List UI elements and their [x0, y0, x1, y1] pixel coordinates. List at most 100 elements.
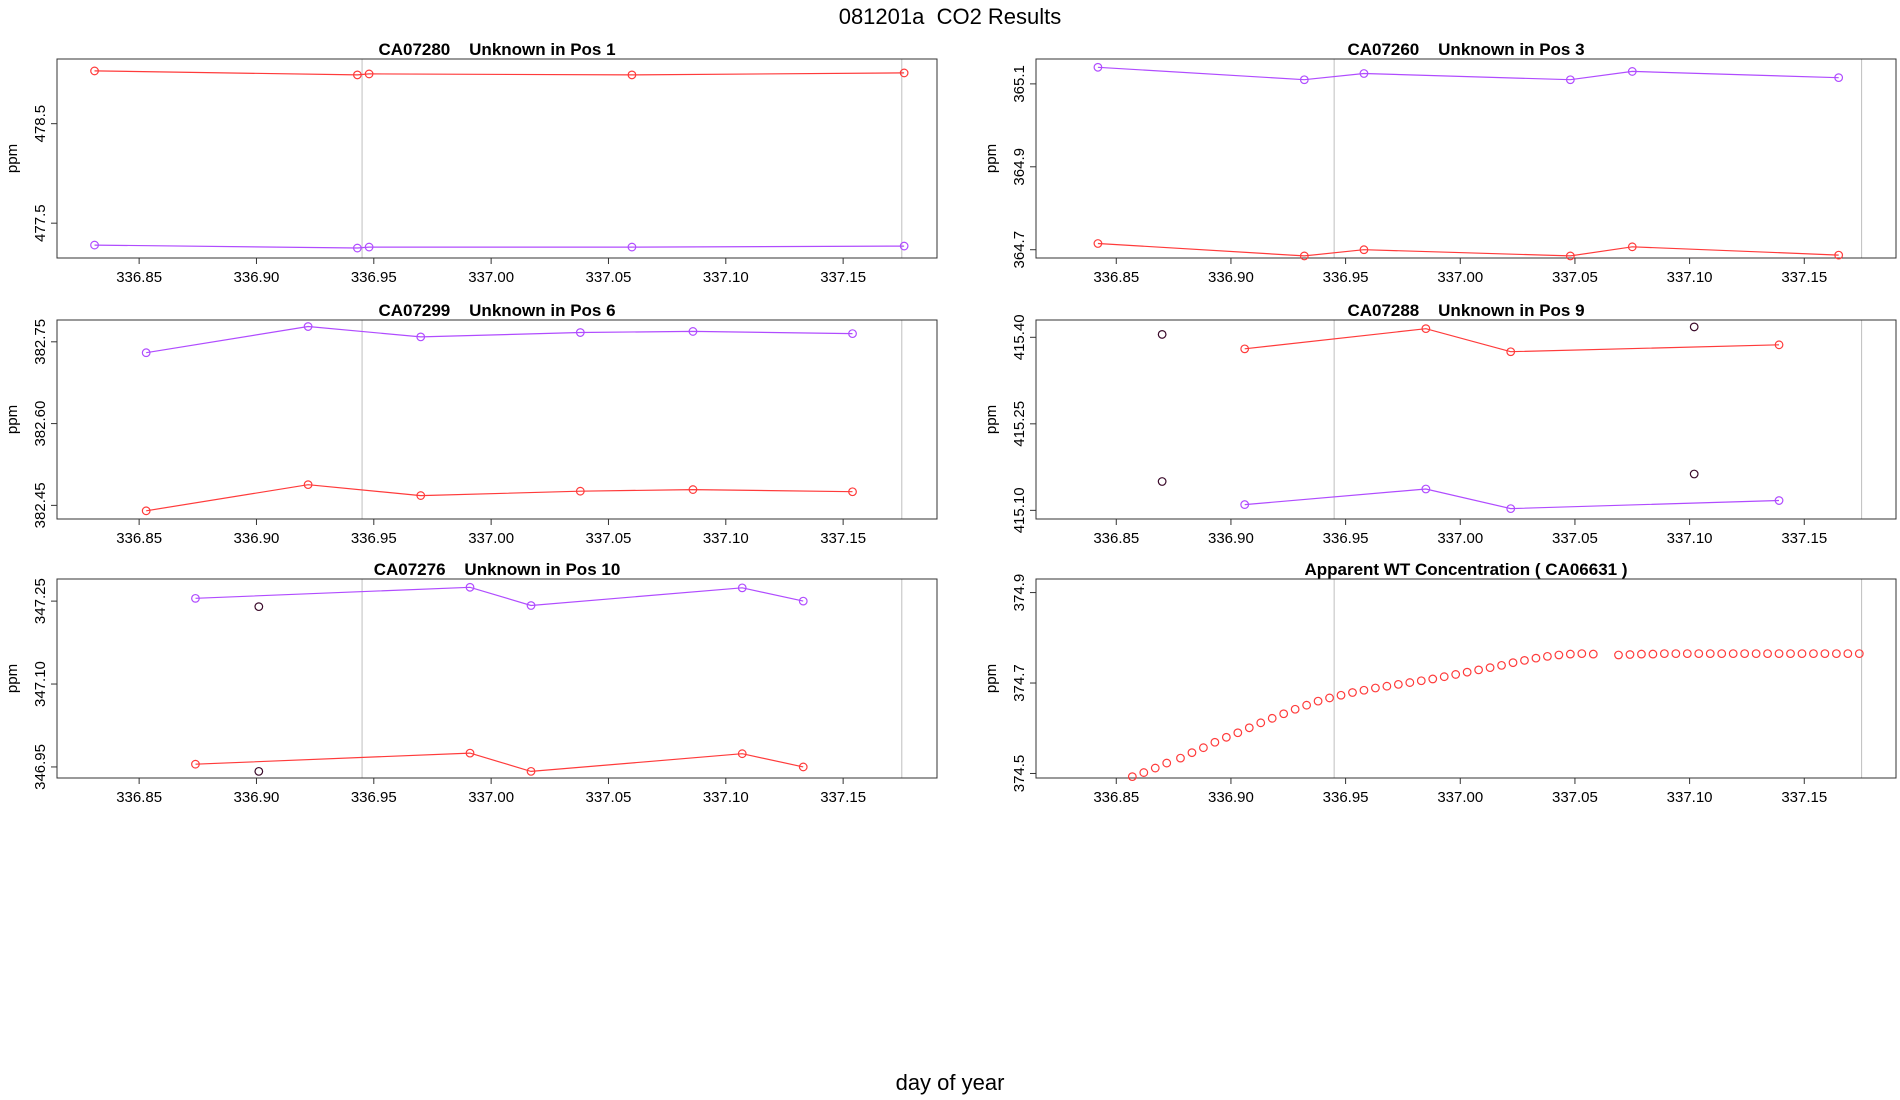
- data-point: [575, 328, 585, 337]
- data-point: [1508, 658, 1518, 668]
- data-point: [1565, 75, 1575, 85]
- data-point: [1421, 484, 1431, 494]
- data-point: [1671, 649, 1681, 659]
- data-point: [1371, 683, 1380, 693]
- data-point: [1543, 651, 1552, 661]
- data-point: [1625, 650, 1635, 659]
- data-point: [191, 759, 200, 769]
- data-point: [627, 70, 637, 80]
- x-tick-label: 337.15: [1781, 269, 1827, 286]
- y-tick-label: 374.9: [1011, 574, 1028, 612]
- data-point: [1689, 322, 1699, 332]
- x-tick-label: 336.85: [1093, 789, 1139, 806]
- x-tick-label: 336.95: [1323, 530, 1369, 547]
- y-tick-label: 415.40: [1011, 314, 1028, 360]
- data-point: [1854, 649, 1864, 659]
- x-tick-label: 336.90: [1208, 530, 1254, 547]
- x-tick-label: 337.10: [703, 530, 749, 547]
- data-point: [1485, 663, 1495, 673]
- data-point: [848, 329, 857, 339]
- x-tick-label: 337.15: [1781, 789, 1827, 806]
- data-point: [303, 480, 313, 490]
- x-tick-label: 337.15: [820, 789, 866, 806]
- data-point: [1127, 772, 1137, 782]
- x-tick-label: 337.05: [586, 789, 632, 806]
- data-point: [1717, 649, 1727, 659]
- y-tick-label: 374.5: [1011, 755, 1028, 793]
- x-tick-label: 336.85: [1093, 530, 1139, 547]
- x-tick-label: 337.00: [468, 530, 514, 547]
- x-tick-label: 336.95: [351, 530, 397, 547]
- data-point: [688, 485, 698, 494]
- data-point: [364, 69, 374, 79]
- x-tick-label: 337.05: [1552, 789, 1598, 806]
- data-point: [1187, 748, 1197, 758]
- y-axis-label: ppm: [983, 405, 1000, 434]
- data-point: [1820, 649, 1830, 659]
- plot-frame: [56, 319, 938, 520]
- data-point: [1093, 239, 1103, 248]
- panel-title: CA07276 Unknown in Pos 10: [374, 560, 621, 579]
- data-point: [1279, 709, 1289, 719]
- data-point: [465, 748, 475, 758]
- data-point: [1831, 649, 1841, 659]
- data-point: [1199, 743, 1208, 753]
- panel-pos6: CA07299 Unknown in Pos 6 ppm 336.85 336.9…: [4, 301, 938, 547]
- data-point: [848, 487, 857, 497]
- x-tick-label: 336.85: [116, 530, 162, 547]
- x-tick-label: 336.95: [1323, 269, 1369, 286]
- x-tick-label: 336.85: [116, 789, 162, 806]
- data-point: [1740, 649, 1750, 659]
- panel-title: CA07299 Unknown in Pos 6: [378, 301, 615, 320]
- data-point: [416, 332, 426, 342]
- series-line: [195, 586, 804, 607]
- y-tick-label: 347.10: [32, 661, 49, 707]
- x-tick-label: 337.00: [468, 789, 514, 806]
- data-point: [737, 583, 747, 593]
- x-tick-label: 337.05: [1552, 530, 1598, 547]
- y-tick-label: 477.5: [32, 204, 49, 242]
- x-tick-label: 336.90: [1208, 269, 1254, 286]
- data-point: [1139, 768, 1149, 777]
- y-tick-label: 478.5: [32, 105, 49, 143]
- data-point: [526, 601, 536, 610]
- data-point: [254, 602, 264, 612]
- data-point: [1233, 728, 1243, 738]
- data-point: [1359, 69, 1369, 78]
- y-tick-label: 364.7: [1011, 231, 1028, 269]
- series-line: [1097, 242, 1839, 257]
- x-tick-label: 337.10: [1667, 530, 1713, 547]
- y-axis-label: ppm: [4, 405, 21, 434]
- data-point: [1751, 649, 1761, 659]
- y-tick-label: 364.9: [1011, 148, 1028, 186]
- data-point: [1359, 245, 1369, 255]
- data-point: [1774, 340, 1784, 350]
- data-point: [1240, 344, 1250, 354]
- data-point: [1705, 649, 1715, 659]
- x-tick-label: 336.95: [1323, 789, 1369, 806]
- data-point: [1506, 504, 1516, 514]
- x-tick-label: 337.10: [1667, 269, 1713, 286]
- plot-frame: [1035, 58, 1897, 259]
- data-point: [627, 242, 637, 252]
- series-line: [146, 484, 853, 512]
- panel-title: CA07280 Unknown in Pos 1: [378, 40, 615, 59]
- y-tick-label: 365.1: [1011, 65, 1028, 103]
- data-point: [1682, 649, 1692, 659]
- x-tick-label: 336.85: [116, 269, 162, 286]
- data-point: [1809, 649, 1818, 659]
- data-point: [1648, 649, 1658, 659]
- x-tick-label: 337.15: [820, 269, 866, 286]
- x-tick-label: 337.15: [1781, 530, 1827, 547]
- plot-frame: [56, 58, 938, 259]
- x-tick-label: 337.00: [1437, 530, 1483, 547]
- data-point: [737, 749, 747, 759]
- data-point: [1240, 500, 1250, 509]
- data-point: [1405, 678, 1415, 687]
- data-point: [1157, 330, 1167, 339]
- x-tick-label: 337.05: [586, 530, 632, 547]
- data-point: [1689, 469, 1699, 479]
- data-point: [1659, 649, 1669, 659]
- data-point: [1428, 674, 1438, 684]
